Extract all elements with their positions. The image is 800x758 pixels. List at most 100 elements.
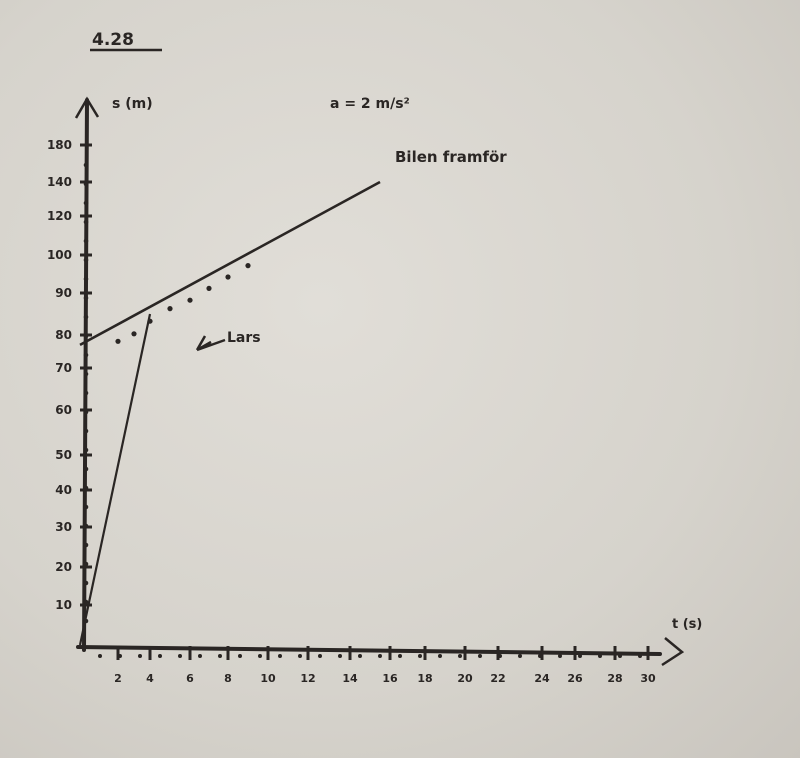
data-point (245, 263, 251, 269)
y-minor-tick (83, 428, 89, 434)
y-minor-tick (83, 238, 89, 244)
x-tick-label: 30 (640, 672, 656, 685)
x-minor-tick (198, 654, 202, 658)
x-minor-tick (418, 654, 422, 658)
x-tick-label: 14 (342, 672, 358, 685)
x-tick-label: 2 (114, 672, 122, 685)
x-minor-tick (518, 654, 522, 658)
x-minor-tick (158, 654, 162, 658)
y-tick-label: 120 (47, 209, 72, 223)
data-point (206, 285, 212, 291)
x-minor-tick (278, 654, 282, 658)
x-tick-label: 22 (490, 672, 505, 685)
y-axis-arrow (74, 96, 100, 119)
x-minor-tick (318, 654, 322, 658)
x-minor-tick (618, 654, 622, 658)
x-minor-tick (358, 654, 362, 658)
y-tick-label: 80 (55, 328, 72, 342)
y-tick-label: 140 (47, 175, 72, 189)
y-tick-label: 30 (55, 520, 72, 534)
x-minor-tick (298, 654, 302, 658)
x-minor-tick (498, 654, 502, 658)
y-tick-label: 180 (47, 138, 72, 152)
lars-arrow-icon (195, 335, 226, 352)
y-tick-label: 100 (47, 248, 72, 262)
x-tick-label: 20 (457, 672, 473, 685)
x-minor-tick (378, 654, 382, 658)
y-minor-tick (83, 257, 89, 263)
y-minor-tick (83, 447, 89, 453)
y-minor-tick (83, 485, 89, 491)
y-minor-tick (83, 314, 89, 320)
y-minor-tick (83, 390, 89, 396)
y-minor-tick (83, 466, 89, 472)
y-minor-tick (83, 352, 89, 358)
y-tick-label: 20 (55, 560, 72, 574)
x-minor-tick (178, 654, 182, 658)
y-tick-label: 40 (55, 483, 72, 497)
x-tick-label: 16 (382, 672, 398, 685)
x-minor-tick (118, 654, 122, 658)
y-tick-label: 60 (55, 403, 72, 417)
x-minor-tick (438, 654, 442, 658)
y-minor-tick (83, 580, 89, 586)
x-minor-tick (258, 654, 262, 658)
y-minor-tick (83, 599, 89, 605)
data-point (167, 306, 173, 312)
y-minor-tick (83, 409, 89, 415)
y-minor-tick (83, 276, 89, 282)
data-point (225, 274, 231, 280)
series-label-lars: Lars (227, 330, 261, 346)
y-minor-tick (83, 200, 89, 206)
x-minor-tick (478, 654, 482, 658)
data-point (147, 318, 153, 324)
y-tick-label: 90 (55, 286, 72, 300)
x-tick-label: 10 (260, 672, 276, 685)
y-tick-label: 50 (55, 448, 72, 462)
x-minor-tick (218, 654, 222, 658)
x-minor-tick (458, 654, 462, 658)
y-minor-tick (83, 561, 89, 567)
x-minor-tick (338, 654, 342, 658)
x-minor-tick (238, 654, 242, 658)
x-minor-tick (538, 654, 542, 658)
y-minor-tick (83, 162, 89, 168)
y-minor-tick (83, 333, 89, 339)
y-tick-label: 70 (55, 361, 72, 375)
data-point (187, 297, 193, 303)
x-tick-label: 28 (607, 672, 622, 685)
series-line-lars (78, 313, 152, 646)
x-minor-tick (398, 654, 402, 658)
data-point (115, 338, 121, 344)
x-axis (76, 645, 662, 656)
x-minor-tick (138, 654, 142, 658)
y-minor-tick (83, 181, 89, 187)
x-minor-tick (98, 654, 102, 658)
y-axis-label: s (m) (112, 96, 153, 112)
series-label-bilen-framfor: Bilen framför (395, 148, 507, 166)
x-tick-label: 26 (567, 672, 583, 685)
x-tick-label: 12 (300, 672, 315, 685)
y-minor-tick (83, 523, 89, 529)
y-minor-tick (83, 371, 89, 377)
y-minor-tick (83, 295, 89, 301)
y-tick-label: 10 (55, 598, 72, 612)
x-tick-label: 18 (417, 672, 432, 685)
data-point (131, 331, 137, 337)
x-axis-arrow (661, 637, 685, 667)
y-minor-tick (83, 504, 89, 510)
x-tick-label: 8 (224, 672, 232, 685)
series-line-bilen-framfor (79, 180, 381, 347)
x-minor-tick (558, 654, 562, 658)
problem-number: 4.28 (92, 30, 134, 50)
x-tick-label: 6 (186, 672, 194, 685)
x-axis-label: t (s) (672, 617, 702, 632)
y-minor-tick (83, 219, 89, 225)
x-minor-tick (578, 654, 582, 658)
x-minor-tick (638, 654, 642, 658)
x-tick-label: 4 (146, 672, 154, 685)
y-minor-tick (83, 542, 89, 548)
x-minor-tick (598, 654, 602, 658)
